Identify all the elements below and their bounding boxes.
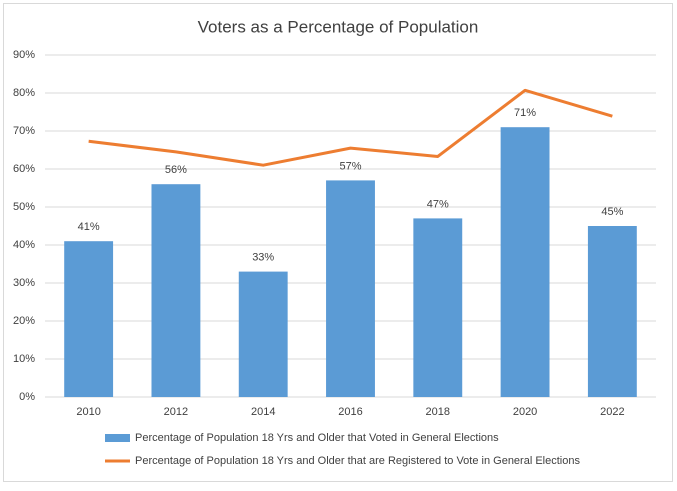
data-label: 45% — [601, 206, 623, 218]
x-tick-label: 2020 — [513, 406, 537, 418]
chart-title: Voters as a Percentage of Population — [198, 17, 479, 36]
x-tick-label: 2014 — [251, 406, 275, 418]
data-label: 47% — [427, 198, 449, 210]
y-tick-label: 30% — [13, 277, 35, 289]
data-label: 41% — [78, 221, 100, 233]
y-tick-label: 0% — [19, 391, 35, 403]
y-tick-label: 80% — [13, 87, 35, 99]
bar — [587, 226, 637, 397]
data-label: 33% — [252, 252, 274, 264]
y-tick-label: 20% — [13, 315, 35, 327]
data-label: 56% — [165, 164, 187, 176]
y-tick-label: 70% — [13, 125, 35, 137]
x-tick-label: 2012 — [164, 406, 188, 418]
bar — [64, 241, 114, 397]
x-tick-label: 2022 — [600, 406, 624, 418]
legend-label: Percentage of Population 18 Yrs and Olde… — [135, 432, 499, 444]
line — [88, 88, 613, 167]
bar — [326, 180, 375, 397]
data-label: 71% — [514, 107, 536, 119]
legend-swatch — [105, 434, 130, 442]
x-tick-label: 2016 — [338, 406, 362, 418]
y-tick-label: 90% — [13, 49, 35, 61]
y-tick-label: 10% — [13, 353, 35, 365]
bar — [413, 218, 463, 397]
y-tick-label: 40% — [13, 239, 35, 251]
y-tick-label: 60% — [13, 163, 35, 175]
bar — [151, 184, 201, 397]
bar — [238, 271, 288, 397]
bar — [500, 127, 550, 397]
x-tick-label: 2010 — [76, 406, 100, 418]
x-tick-label: 2018 — [426, 406, 450, 418]
y-tick-label: 50% — [13, 201, 35, 213]
legend-label: Percentage of Population 18 Yrs and Olde… — [135, 455, 580, 467]
data-label: 57% — [339, 160, 361, 172]
